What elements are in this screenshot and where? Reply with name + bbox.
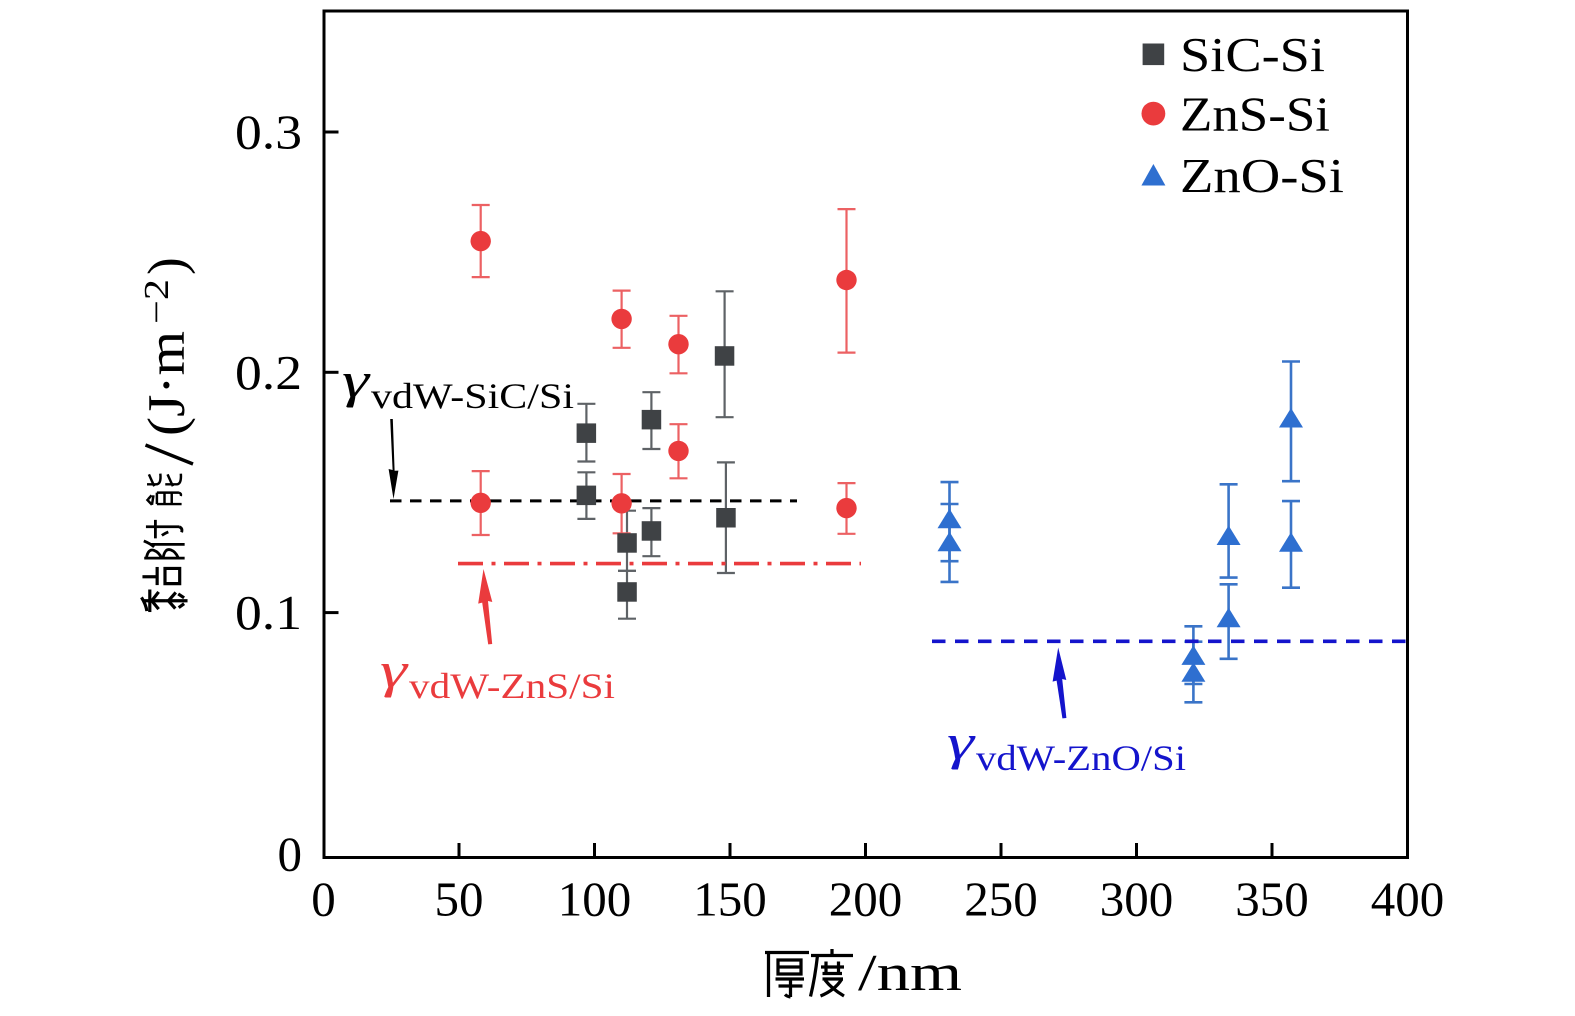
- svg-text:150: 150: [693, 872, 767, 927]
- svg-text:γ: γ: [380, 642, 409, 698]
- svg-text:γ: γ: [947, 714, 976, 770]
- svg-text:): ): [138, 257, 196, 275]
- svg-text:0.1: 0.1: [235, 585, 302, 640]
- svg-text:vdW-ZnS/Si: vdW-ZnS/Si: [409, 666, 615, 706]
- svg-text:/nm: /nm: [858, 945, 962, 1002]
- svg-text:300: 300: [1100, 872, 1174, 927]
- svg-text:γ: γ: [342, 352, 371, 408]
- svg-text:100: 100: [558, 872, 632, 927]
- svg-text:50: 50: [435, 872, 484, 927]
- svg-text:250: 250: [964, 872, 1038, 927]
- svg-text:0.3: 0.3: [235, 105, 302, 160]
- svg-text:400: 400: [1371, 872, 1445, 927]
- svg-text:−2: −2: [137, 279, 176, 324]
- svg-text:0: 0: [311, 872, 336, 927]
- svg-text:0: 0: [278, 827, 303, 882]
- svg-text:SiC-Si: SiC-Si: [1180, 27, 1325, 82]
- svg-text:ZnO-Si: ZnO-Si: [1180, 148, 1344, 203]
- svg-text:(J·m: (J·m: [138, 331, 196, 436]
- svg-text:0.2: 0.2: [235, 345, 302, 400]
- svg-text:350: 350: [1235, 872, 1309, 927]
- svg-text:vdW-SiC/Si: vdW-SiC/Si: [371, 376, 574, 416]
- svg-text:vdW-ZnO/Si: vdW-ZnO/Si: [976, 738, 1186, 778]
- svg-text:200: 200: [829, 872, 903, 927]
- svg-text:ZnS-Si: ZnS-Si: [1180, 86, 1330, 141]
